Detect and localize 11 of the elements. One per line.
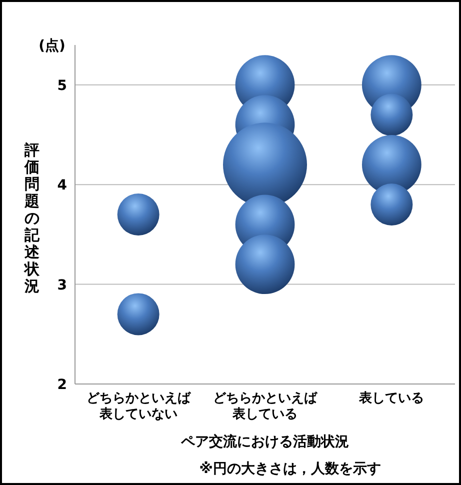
y-tick-label: 2 (57, 377, 67, 393)
text: 評価問題の記述状況 (24, 141, 40, 295)
y-tick-label: 3 (57, 277, 67, 294)
y-tick-label: 4 (57, 178, 68, 194)
y-tick-label: 5 (57, 78, 67, 94)
x-tick-label: どちらかといえば表している (213, 391, 318, 422)
text: (点) (38, 38, 66, 54)
x-axis-title: ペア交流における活動状況 (180, 433, 349, 450)
text: ※円の大きさは，人数を示す (199, 461, 381, 477)
x-tick-label: 表している (358, 391, 424, 406)
x-tick-label: どちらかといえば表していない (86, 391, 192, 422)
